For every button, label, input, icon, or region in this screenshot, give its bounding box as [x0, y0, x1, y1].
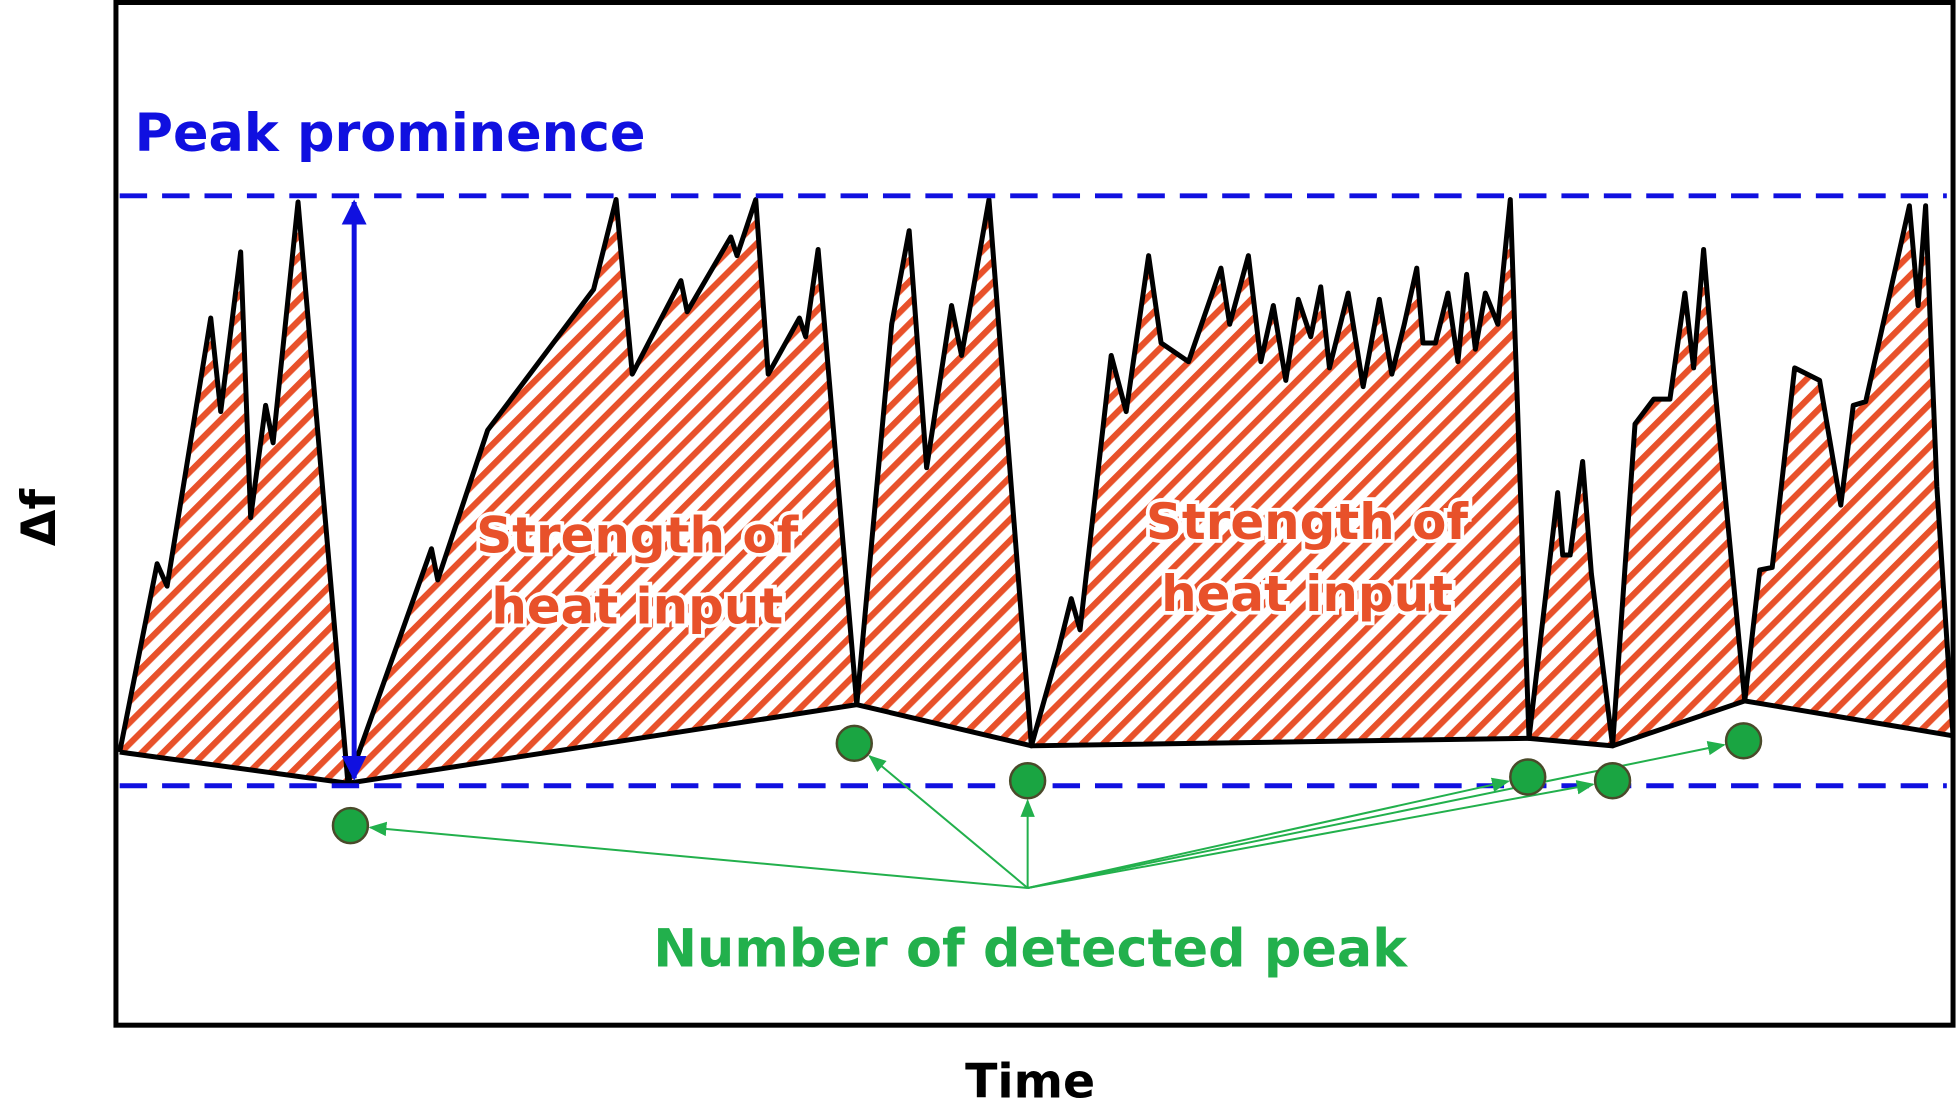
peak-dot: [331, 806, 370, 845]
peak-dot: [1008, 762, 1047, 800]
peak-dot: [1509, 758, 1547, 796]
baseline: [119, 698, 1954, 786]
heat-label: Strength of: [476, 507, 799, 565]
heat-label: heat input: [491, 578, 783, 636]
x-axis-label: Time: [965, 1055, 1095, 1105]
heat-label: Strength of: [1146, 493, 1469, 551]
heat-area: [119, 199, 1954, 784]
peak-dot: [1593, 762, 1632, 800]
signal: [117, 197, 1956, 786]
peak-arrows: [368, 741, 1726, 889]
detected-peak-label: Number of detected peak: [653, 919, 1408, 980]
peak-dots: [331, 722, 1763, 845]
peak-arrow: [1027, 780, 1595, 889]
peak-dot: [1724, 722, 1763, 760]
y-axis-label: Δf: [12, 488, 67, 547]
peak-arrow: [868, 754, 1029, 889]
peak-dot: [835, 724, 873, 763]
peak-arrow: [368, 821, 1028, 889]
prominence-label: Peak prominence: [135, 103, 646, 164]
heat-label: heat input: [1161, 565, 1453, 623]
peak-arrow: [1027, 777, 1511, 889]
